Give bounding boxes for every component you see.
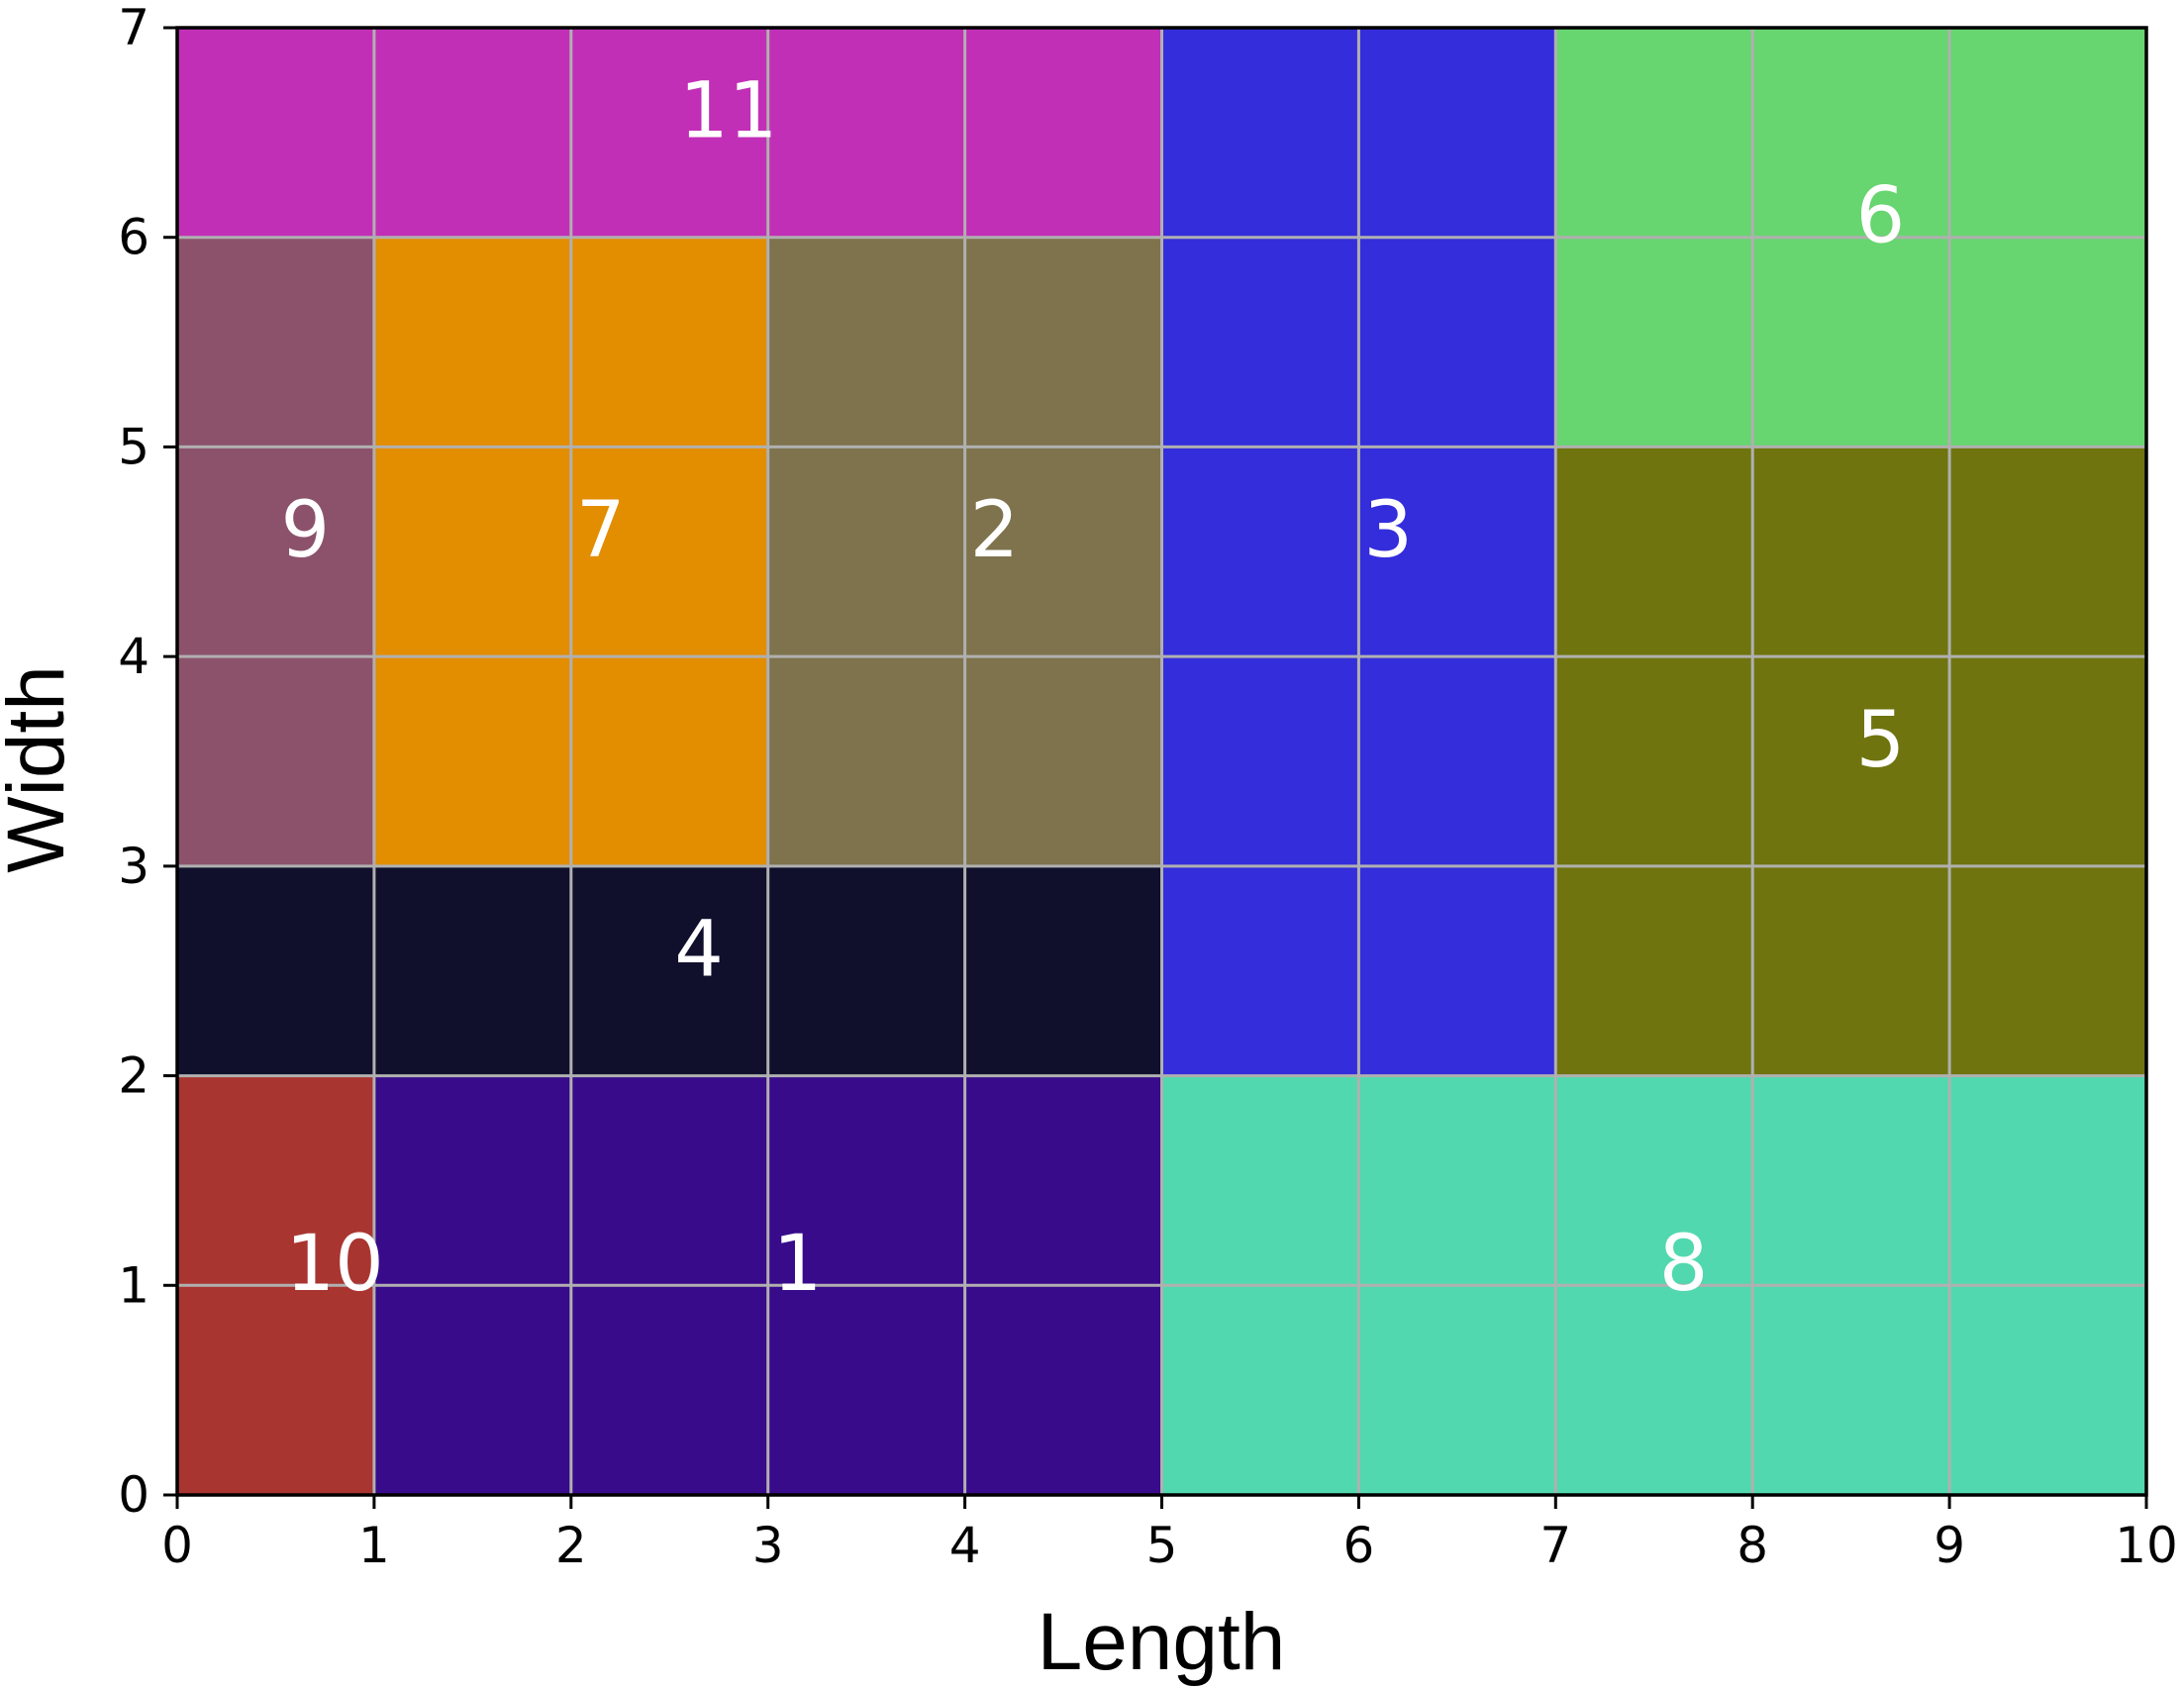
rectangle-label-8: 8 (1659, 1220, 1709, 1309)
rectangle-label-6: 6 (1856, 172, 1906, 261)
axes: 0 1 2 3 4 5 6 7 8 9 10 0 1 2 3 4 5 6 7 (118, 0, 2178, 1574)
y-tick-label: 5 (118, 418, 149, 475)
rectangle-label-4: 4 (674, 906, 724, 995)
rectangle-label-1: 1 (773, 1220, 823, 1309)
y-tick-label: 7 (118, 0, 149, 56)
y-tick-label: 3 (118, 838, 149, 895)
x-tick-label: 1 (358, 1517, 390, 1574)
rectangle-label-2: 2 (970, 486, 1020, 575)
y-tick-label: 6 (118, 209, 149, 266)
rectangle-4 (177, 865, 1162, 1076)
y-axis-title: Width (0, 665, 81, 873)
x-tick-label: 3 (752, 1517, 784, 1574)
x-tick-label: 8 (1737, 1517, 1768, 1574)
rectangle-label-5: 5 (1856, 696, 1906, 785)
rectangle-label-3: 3 (1363, 486, 1413, 575)
rectangle-11 (177, 28, 1162, 238)
y-tick-label: 2 (118, 1047, 149, 1105)
rectangle-5 (1555, 447, 2146, 1076)
rectangle-label-7: 7 (576, 486, 626, 575)
x-tick-label: 6 (1342, 1517, 1374, 1574)
y-tick-label: 1 (118, 1256, 149, 1314)
x-tick-label: 5 (1146, 1517, 1178, 1574)
y-tick-label: 4 (118, 628, 149, 685)
x-tick-label: 0 (161, 1517, 193, 1574)
x-tick-label: 9 (1934, 1517, 1965, 1574)
rectangle-label-10: 10 (285, 1220, 383, 1309)
x-tick-label: 2 (555, 1517, 587, 1574)
rectangle-labels: 1 2 3 4 5 6 7 8 9 10 11 (280, 67, 1905, 1309)
x-tick-label: 10 (2115, 1517, 2178, 1574)
y-tick-label: 0 (118, 1466, 149, 1524)
rectangle-9 (177, 237, 374, 866)
rectangle-label-9: 9 (280, 486, 330, 575)
rectangle-label-11: 11 (679, 67, 777, 156)
x-tick-label: 7 (1539, 1517, 1571, 1574)
x-tick-label: 4 (949, 1517, 981, 1574)
x-axis-title: Length (1038, 1597, 1286, 1687)
